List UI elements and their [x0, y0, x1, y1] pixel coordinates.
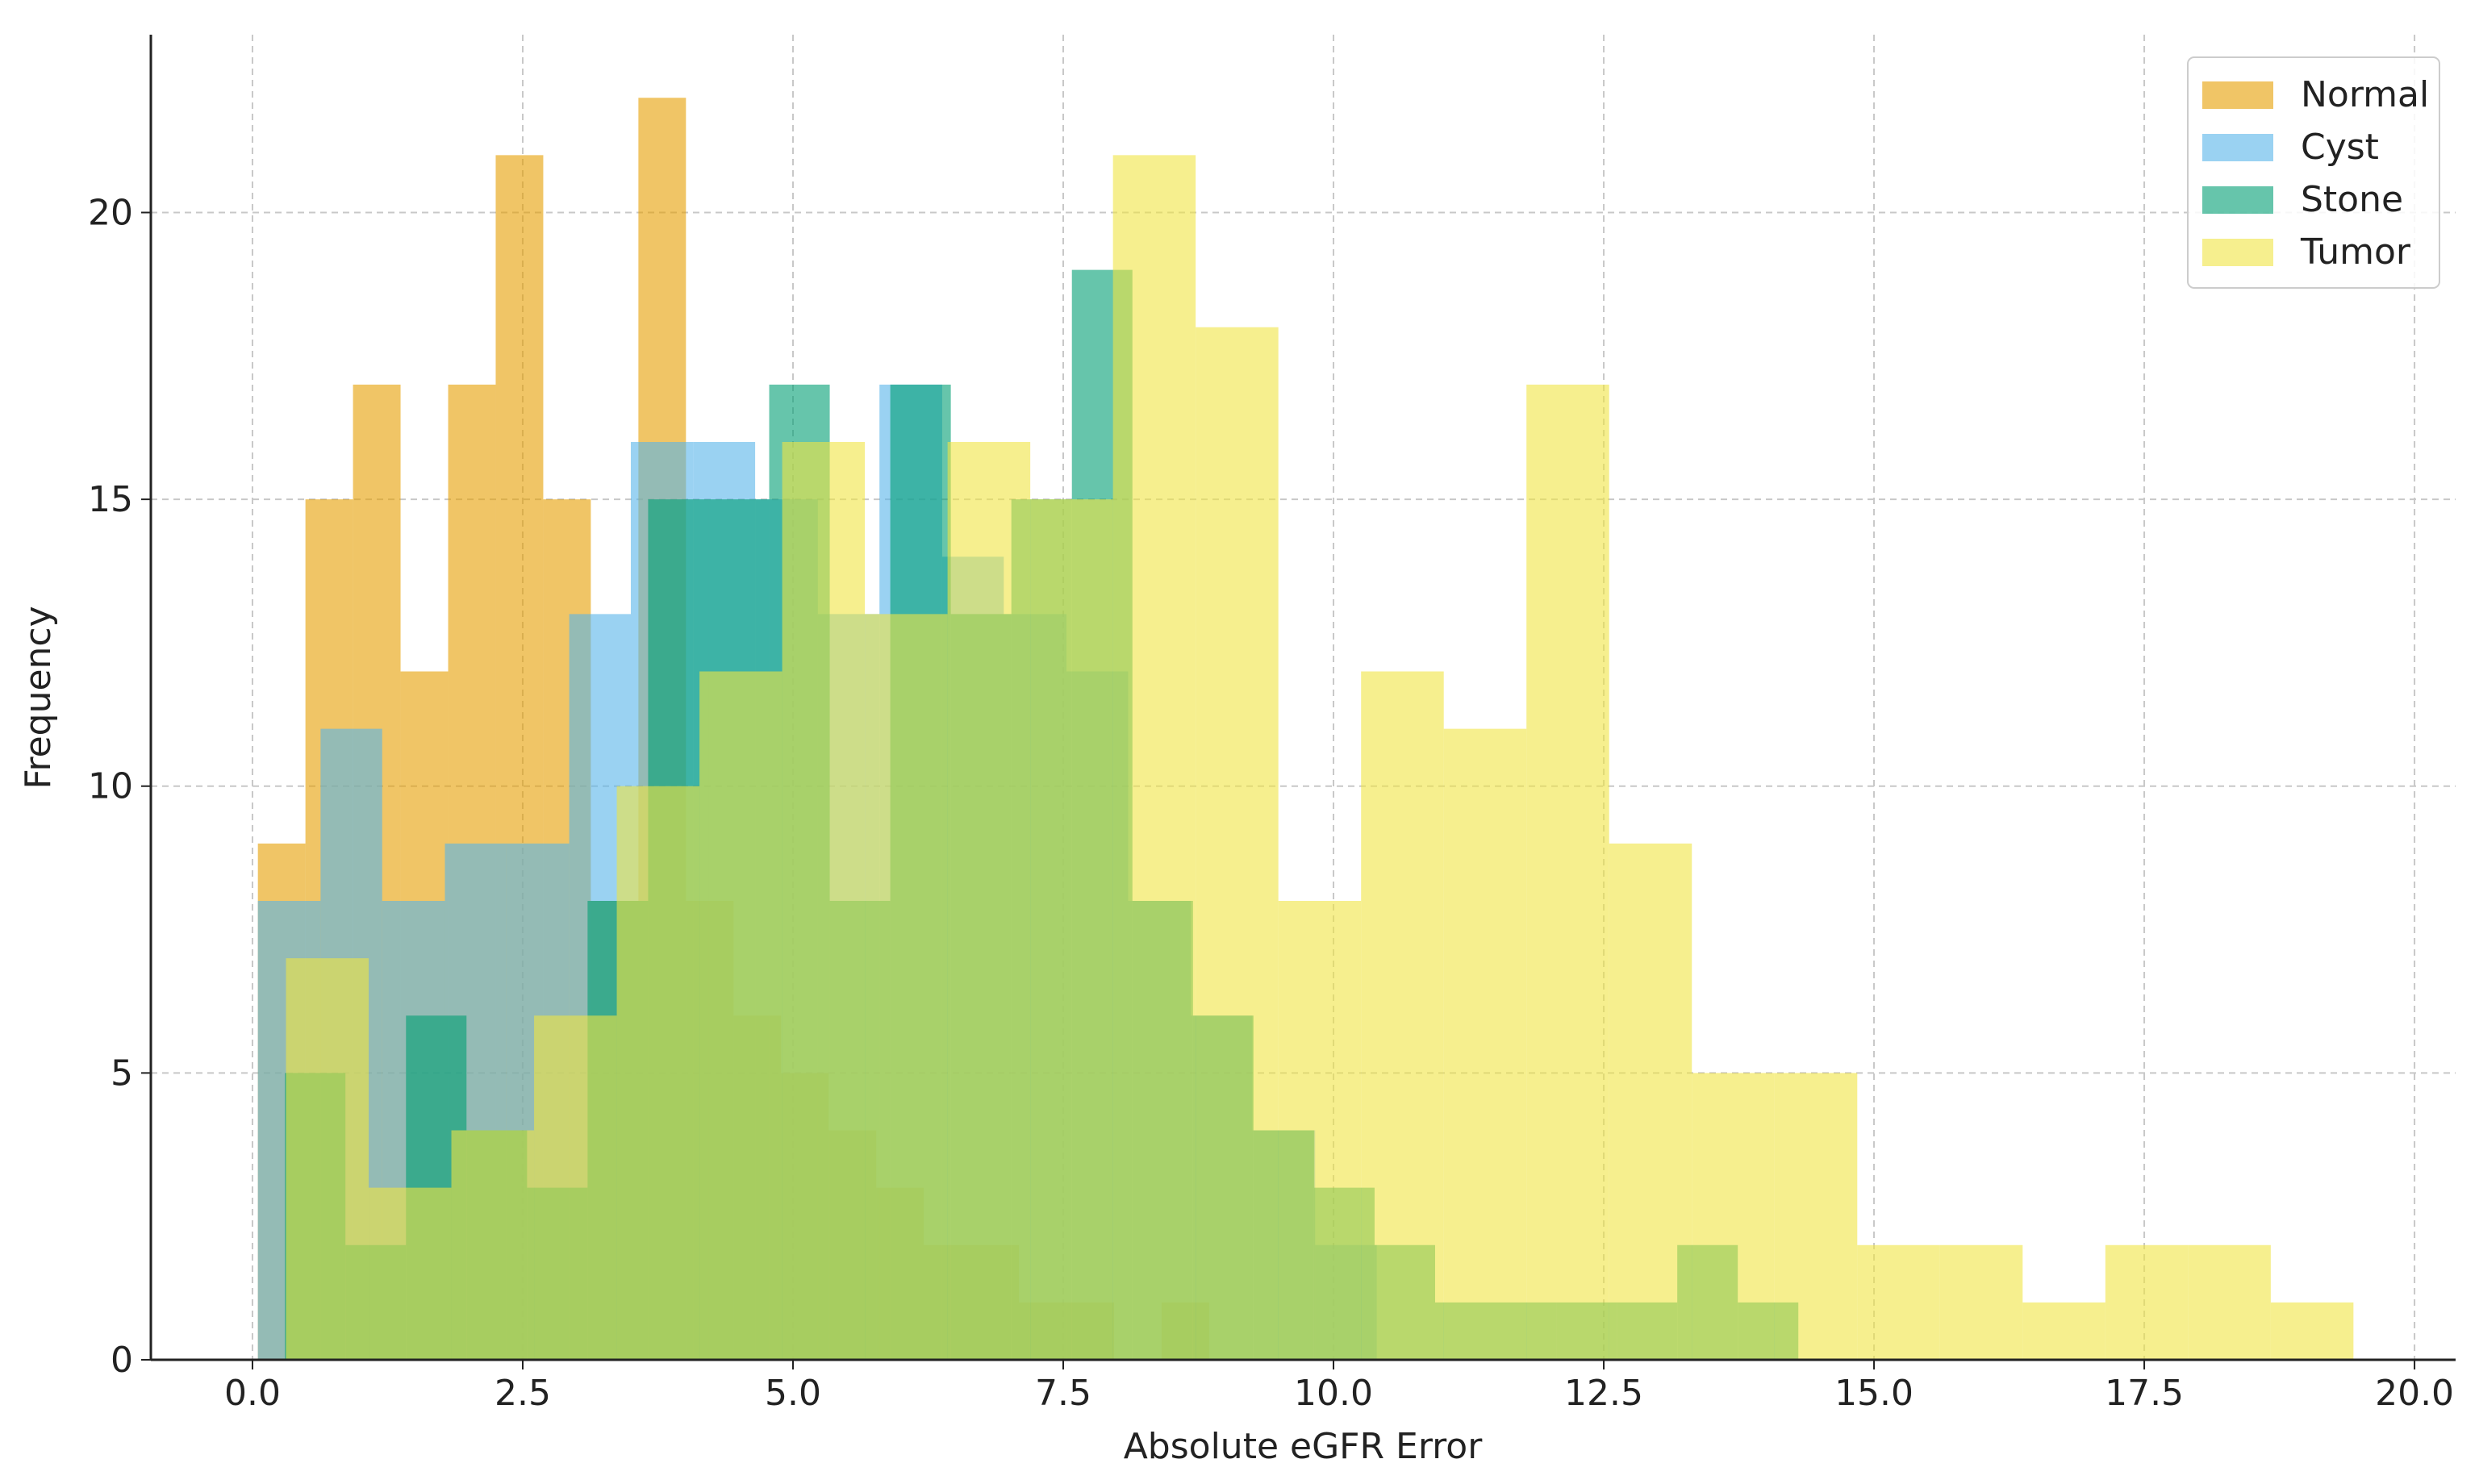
histogram-bar [1112, 155, 1196, 1360]
y-tick-label: 5 [111, 1053, 133, 1094]
histogram-bar [1609, 843, 1692, 1360]
x-tick-label: 0.0 [224, 1373, 281, 1414]
histogram-bar [1443, 728, 1527, 1360]
x-tick-label: 15.0 [1834, 1373, 1914, 1414]
x-tick-label: 2.5 [495, 1373, 551, 1414]
histogram-bar [616, 786, 700, 1360]
histogram-bar [1278, 900, 1362, 1360]
histogram-bar [2188, 1244, 2271, 1360]
histogram-bar [1196, 327, 1279, 1361]
y-tick-label: 0 [111, 1340, 133, 1381]
histogram-bar [1361, 671, 1444, 1360]
histogram-bar [782, 441, 866, 1360]
y-axis-label: Frequency [18, 606, 59, 789]
x-axis-label: Absolute eGFR Error [1124, 1426, 1483, 1467]
legend-swatch [2202, 186, 2273, 214]
legend: Normal Cyst Stone Tumor [2187, 56, 2440, 289]
histogram-bar [286, 958, 369, 1360]
y-tick-label: 20 [88, 192, 133, 233]
x-tick-label: 10.0 [1294, 1373, 1373, 1414]
x-tick-label: 7.5 [1035, 1373, 1091, 1414]
legend-swatch [2202, 81, 2273, 109]
histogram-bar [865, 614, 948, 1360]
y-tick-label: 15 [88, 479, 133, 520]
histogram-bar [1030, 499, 1113, 1360]
histogram-bar [534, 1015, 617, 1360]
x-tick-label: 20.0 [2375, 1373, 2454, 1414]
histogram-bar [1692, 1073, 1775, 1360]
x-tick-label: 12.5 [1564, 1373, 1643, 1414]
legend-swatch [2202, 239, 2273, 266]
legend-label: Tumor [2300, 231, 2411, 273]
y-tick-label: 10 [88, 766, 133, 807]
legend-label: Stone [2301, 179, 2403, 220]
histogram-bar [451, 1130, 535, 1360]
histogram-bar [947, 441, 1031, 1360]
legend-frame [2187, 56, 2440, 289]
x-tick-label: 5.0 [765, 1373, 821, 1414]
histogram-bar [2270, 1302, 2354, 1360]
legend-swatch [2202, 134, 2273, 161]
histogram-bar [2105, 1244, 2189, 1360]
histogram-bar [369, 1187, 452, 1360]
legend-label: Normal [2301, 74, 2429, 115]
histogram-bar [1857, 1244, 1940, 1360]
legend-label: Cyst [2301, 127, 2379, 168]
x-tick-label: 17.5 [2105, 1373, 2184, 1414]
histogram-bar [1939, 1244, 2023, 1360]
histogram-bar [1774, 1073, 1858, 1360]
histogram-bar [2022, 1302, 2105, 1360]
histogram-bar [699, 671, 783, 1360]
histogram-bar [1526, 384, 1609, 1360]
